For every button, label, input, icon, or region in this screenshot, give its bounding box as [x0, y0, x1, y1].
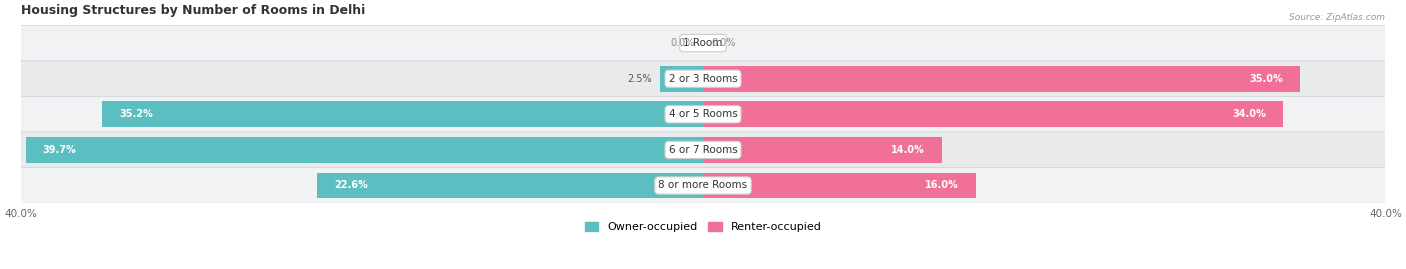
Text: 6 or 7 Rooms: 6 or 7 Rooms	[669, 145, 737, 155]
Bar	[703, 173, 976, 198]
Text: 4 or 5 Rooms: 4 or 5 Rooms	[669, 109, 737, 119]
Bar	[318, 173, 703, 198]
Text: Source: ZipAtlas.com: Source: ZipAtlas.com	[1289, 13, 1385, 22]
FancyBboxPatch shape	[21, 168, 1385, 203]
Text: 2 or 3 Rooms: 2 or 3 Rooms	[669, 74, 737, 84]
Text: 35.2%: 35.2%	[120, 109, 153, 119]
Text: Housing Structures by Number of Rooms in Delhi: Housing Structures by Number of Rooms in…	[21, 4, 364, 17]
Text: 22.6%: 22.6%	[335, 180, 368, 190]
Bar	[703, 101, 1284, 127]
Text: 14.0%: 14.0%	[891, 145, 925, 155]
Bar	[318, 173, 703, 198]
Text: 0.0%: 0.0%	[671, 38, 695, 48]
FancyBboxPatch shape	[21, 25, 1385, 61]
Text: 39.7%: 39.7%	[42, 145, 76, 155]
Bar	[661, 66, 703, 91]
Bar	[25, 137, 703, 163]
Text: 1 Room: 1 Room	[683, 38, 723, 48]
Text: 8 or more Rooms: 8 or more Rooms	[658, 180, 748, 190]
Bar	[103, 101, 703, 127]
FancyBboxPatch shape	[21, 132, 1385, 168]
Text: 0.0%: 0.0%	[711, 38, 735, 48]
Text: 16.0%: 16.0%	[925, 180, 959, 190]
FancyBboxPatch shape	[21, 97, 1385, 132]
Text: 35.0%: 35.0%	[1250, 74, 1284, 84]
Bar	[703, 137, 942, 163]
Bar	[103, 101, 703, 127]
Bar	[703, 66, 1301, 91]
Bar	[25, 137, 703, 163]
Text: 34.0%: 34.0%	[1232, 109, 1265, 119]
FancyBboxPatch shape	[21, 61, 1385, 97]
Legend: Owner-occupied, Renter-occupied: Owner-occupied, Renter-occupied	[581, 218, 825, 237]
Text: 2.5%: 2.5%	[627, 74, 652, 84]
Bar	[661, 66, 703, 91]
